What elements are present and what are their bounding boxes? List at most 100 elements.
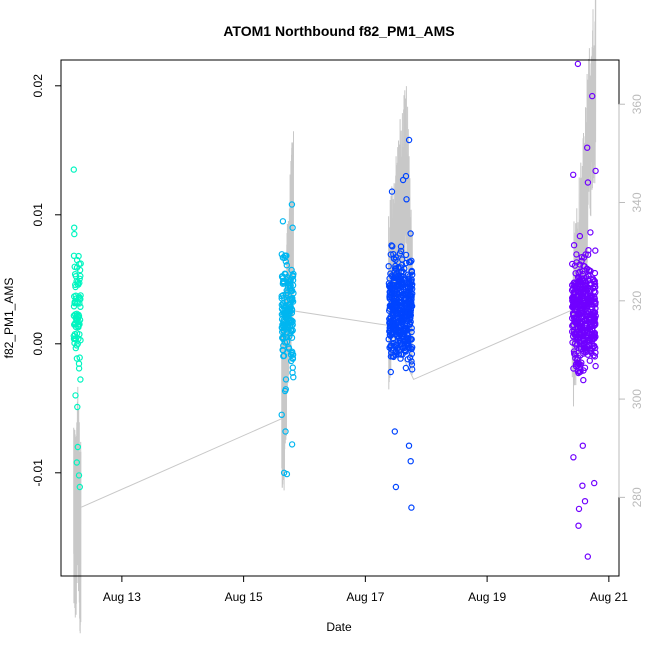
- data-point: [70, 224, 78, 231]
- data-point: [282, 386, 289, 393]
- data-point: [574, 60, 582, 68]
- data-point: [389, 273, 396, 280]
- data-point: [408, 350, 416, 358]
- data-point: [579, 442, 587, 449]
- data-point: [584, 144, 591, 151]
- data-point: [574, 303, 581, 311]
- data-point: [589, 92, 596, 100]
- data-point: [388, 299, 395, 307]
- data-point: [391, 428, 398, 435]
- data-point: [278, 411, 285, 418]
- data-point: [74, 443, 82, 451]
- data-point: [405, 275, 412, 282]
- data-point: [289, 224, 296, 231]
- data-point: [393, 332, 401, 339]
- data-point: [582, 251, 589, 258]
- data-point: [398, 304, 405, 312]
- data-point: [283, 262, 290, 269]
- data-point: [389, 243, 396, 250]
- data-point: [75, 472, 83, 479]
- x-tick-label: Aug 13: [103, 590, 141, 604]
- data-point: [76, 279, 83, 287]
- data-point: [397, 243, 405, 250]
- data-point: [289, 321, 296, 328]
- data-point: [392, 254, 399, 261]
- data-point: [409, 366, 416, 373]
- data-point: [387, 353, 395, 360]
- data-point: [569, 294, 576, 302]
- data-point: [407, 318, 414, 326]
- data-point: [398, 315, 406, 323]
- data-point: [388, 242, 395, 249]
- data-point: [580, 328, 587, 335]
- data-point: [287, 278, 294, 285]
- x-tick-label: Aug 17: [346, 590, 384, 604]
- data-point: [279, 334, 286, 342]
- data-point: [284, 311, 291, 318]
- data-point: [71, 230, 78, 238]
- data-point: [574, 298, 582, 305]
- y-axis-label: f82_PM1_AMS: [2, 278, 16, 359]
- data-point: [585, 325, 592, 332]
- data-point: [395, 263, 402, 271]
- data-point: [592, 247, 599, 254]
- data-point: [590, 310, 597, 317]
- data-point: [407, 300, 415, 308]
- data-point: [279, 218, 287, 225]
- y-tick-label: -0.01: [31, 459, 45, 487]
- data-point: [571, 318, 578, 326]
- data-point: [398, 281, 405, 288]
- data-point: [407, 303, 414, 310]
- y2-tick-label: 340: [630, 192, 644, 212]
- data-point: [390, 353, 397, 361]
- data-point: [578, 310, 585, 317]
- data-point: [395, 344, 402, 352]
- data-point: [278, 273, 286, 280]
- data-point: [405, 442, 413, 449]
- data-point: [75, 260, 83, 268]
- data-point: [407, 230, 414, 237]
- data-point: [77, 376, 84, 383]
- data-point: [576, 232, 584, 240]
- data-point: [401, 347, 409, 355]
- data-point: [76, 483, 84, 491]
- data-point: [579, 482, 586, 489]
- data-point: [584, 307, 591, 315]
- data-point: [71, 263, 78, 270]
- data-point: [77, 303, 84, 310]
- data-point: [386, 344, 393, 351]
- data-point: [575, 505, 583, 513]
- data-point: [405, 312, 413, 320]
- transit-line-layer: [81, 310, 572, 508]
- data-point: [570, 241, 578, 249]
- data-point: [72, 392, 79, 399]
- data-point: [590, 276, 597, 284]
- data-point: [385, 336, 392, 343]
- data-point: [578, 286, 585, 293]
- data-point: [584, 251, 592, 258]
- x-axis-label: Date: [326, 620, 352, 634]
- data-point: [570, 279, 578, 286]
- data-point: [575, 360, 582, 367]
- data-point: [280, 352, 288, 359]
- data-point: [576, 334, 583, 341]
- data-point: [72, 323, 80, 330]
- data-point: [397, 247, 405, 255]
- data-point: [581, 344, 589, 351]
- data-point: [278, 295, 285, 302]
- data-point: [585, 337, 592, 344]
- y-axis: -0.01 0.00 0.01 0.02: [31, 74, 62, 487]
- transit-line: [81, 310, 572, 508]
- data-point: [285, 301, 292, 308]
- data-point: [585, 273, 592, 280]
- data-point: [407, 458, 414, 465]
- data-point: [283, 310, 290, 317]
- data-point: [71, 300, 78, 307]
- data-point: [285, 344, 292, 351]
- data-point: [585, 314, 593, 321]
- data-point: [70, 252, 78, 259]
- data-point: [386, 324, 393, 331]
- data-points-layer: [70, 60, 599, 560]
- data-point: [580, 376, 587, 384]
